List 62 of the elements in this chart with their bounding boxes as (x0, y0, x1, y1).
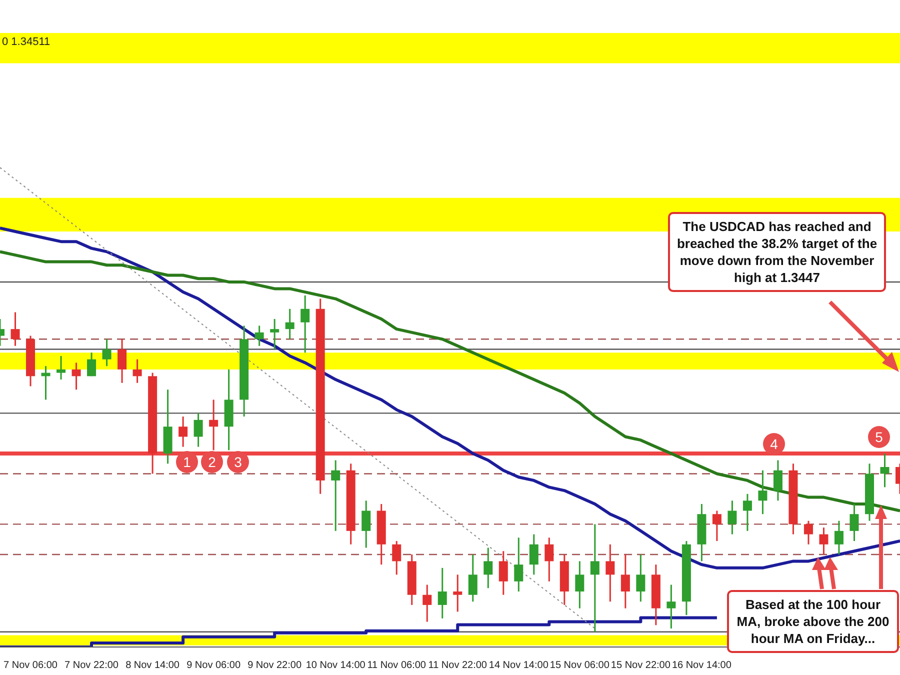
candlestick (300, 294, 310, 354)
candlestick (620, 554, 630, 610)
x-tick-label: 9 Nov 06:00 (186, 660, 241, 671)
x-tick-label: 15 Nov 22:00 (610, 660, 671, 671)
candlestick (194, 412, 203, 448)
candlestick (270, 318, 280, 350)
x-tick-label: 15 Nov 06:00 (550, 660, 610, 671)
annotation: 5 (868, 426, 890, 448)
candlestick (575, 560, 584, 610)
annotation: 4 (763, 433, 785, 455)
candlestick (118, 338, 127, 384)
candlestick (742, 493, 752, 532)
candlestick (209, 398, 218, 451)
candlestick (712, 510, 722, 542)
candlestick (834, 520, 844, 556)
x-tick-label: 8 Nov 14:00 (126, 660, 180, 671)
text: 0 1.34511 (2, 36, 50, 48)
candlestick (453, 574, 462, 612)
annotation: Based at the 100 hour MA, broke above the 200 hour MA on Friday... (727, 590, 899, 653)
annotation: 1 (176, 451, 198, 473)
candlestick (178, 416, 188, 448)
text: The USDCAD has reached and breached the 38.2% target of the move down from the November high at 1.3447 (668, 212, 886, 292)
candlestick (819, 526, 828, 556)
candlestick (758, 470, 768, 515)
candlestick (498, 550, 508, 596)
candlestick (606, 544, 615, 602)
candlestick (132, 358, 142, 384)
x-tick-label: 16 Nov 14:00 (672, 660, 732, 671)
candlestick (438, 567, 447, 620)
candlestick (362, 500, 371, 548)
x-tick-label: 11 Nov 06:00 (367, 660, 426, 671)
candlestick (102, 338, 112, 367)
candlestick (10, 311, 20, 347)
candlestick (666, 584, 676, 630)
candlestick (254, 324, 264, 347)
x-tick-label: 10 Nov 14:00 (306, 660, 366, 671)
candlestick (331, 460, 340, 532)
candlestick (804, 520, 813, 546)
candlestick (636, 554, 646, 602)
candlestick (728, 500, 737, 536)
candlestick (484, 547, 493, 589)
candlestick (56, 355, 66, 380)
candlestick (87, 352, 96, 377)
x-tick-label: 7 Nov 06:00 (4, 660, 58, 671)
candlestick (285, 308, 294, 340)
candlestick (773, 460, 782, 502)
candlestick (850, 503, 859, 542)
candlestick (392, 540, 402, 576)
x-tick-label: 7 Nov 22:00 (64, 660, 119, 671)
annotation: 2 (201, 451, 223, 473)
candlestick (529, 534, 538, 576)
candlestick (422, 584, 432, 623)
candlestick (590, 523, 600, 633)
candlestick (880, 452, 890, 488)
x-tick-label: 11 Nov 22:00 (428, 660, 488, 671)
annotation: 3 (227, 451, 249, 473)
x-tick-label: 14 Nov 14:00 (488, 660, 549, 671)
candlestick (468, 554, 478, 602)
candlestick (544, 536, 554, 582)
candlestick (514, 536, 524, 592)
candlestick (72, 362, 81, 390)
x-tick-label: 9 Nov 22:00 (248, 660, 302, 671)
